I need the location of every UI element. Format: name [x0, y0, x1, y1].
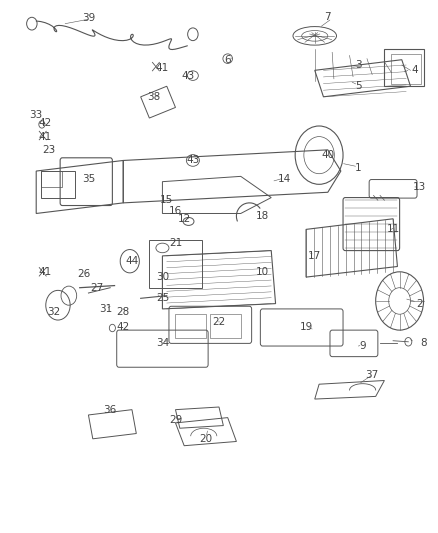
Text: 44: 44	[125, 256, 138, 266]
Text: 25: 25	[156, 293, 169, 303]
Text: 41: 41	[38, 132, 52, 142]
Text: 26: 26	[78, 270, 91, 279]
Text: 36: 36	[103, 405, 117, 415]
Text: 38: 38	[147, 92, 160, 102]
Text: 43: 43	[186, 156, 200, 165]
Bar	[176, 314, 206, 338]
Text: 37: 37	[365, 370, 378, 380]
Bar	[149, 240, 201, 288]
Text: 23: 23	[42, 145, 56, 155]
Text: 6: 6	[224, 55, 231, 64]
Text: 28: 28	[117, 306, 130, 317]
Text: 41: 41	[156, 63, 169, 72]
Text: 22: 22	[212, 317, 226, 327]
Text: 8: 8	[420, 338, 427, 349]
Bar	[391, 54, 421, 84]
Text: 12: 12	[177, 214, 191, 224]
Text: 21: 21	[169, 238, 182, 248]
Text: 4: 4	[412, 66, 418, 75]
Text: 5: 5	[355, 81, 362, 91]
Text: 31: 31	[99, 304, 113, 314]
Text: 17: 17	[308, 251, 321, 261]
Text: 35: 35	[82, 174, 95, 184]
Text: 27: 27	[91, 282, 104, 293]
Bar	[385, 49, 424, 86]
Text: 20: 20	[199, 434, 212, 444]
Text: 30: 30	[156, 272, 169, 282]
Text: 19: 19	[300, 322, 313, 333]
Text: 43: 43	[182, 70, 195, 80]
Text: 16: 16	[169, 206, 182, 216]
Bar	[41, 171, 75, 198]
Text: 42: 42	[38, 118, 52, 128]
Text: 10: 10	[256, 267, 269, 277]
Text: 2: 2	[416, 298, 423, 309]
Text: 29: 29	[169, 415, 182, 425]
Text: 42: 42	[117, 322, 130, 333]
Bar	[210, 314, 241, 338]
Text: 40: 40	[321, 150, 334, 160]
Text: 11: 11	[386, 224, 400, 235]
Text: 15: 15	[160, 195, 173, 205]
Text: 18: 18	[256, 211, 269, 221]
Text: 41: 41	[38, 267, 52, 277]
Text: 9: 9	[359, 341, 366, 351]
Text: 32: 32	[47, 306, 60, 317]
Bar	[41, 171, 62, 187]
Text: 39: 39	[82, 13, 95, 23]
Text: 1: 1	[355, 164, 362, 173]
Text: 33: 33	[30, 110, 43, 120]
Text: 13: 13	[413, 182, 426, 192]
Text: 34: 34	[156, 338, 169, 349]
Text: 14: 14	[278, 174, 291, 184]
Text: 3: 3	[355, 60, 362, 70]
Text: 7: 7	[325, 12, 331, 22]
